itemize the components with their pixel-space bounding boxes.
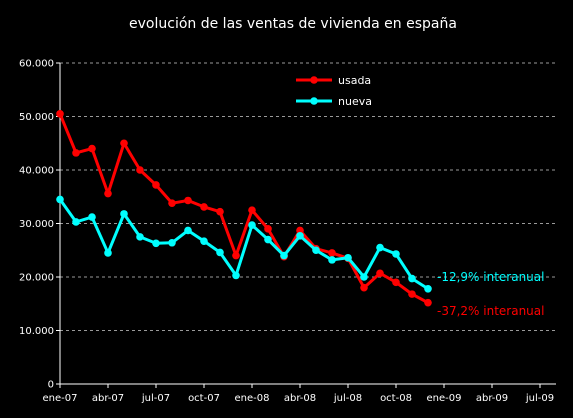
x-tick-label: abr-07 bbox=[92, 393, 124, 404]
x-tick-label: jul-07 bbox=[141, 393, 170, 404]
data-point-usada bbox=[56, 110, 64, 118]
data-point-nueva bbox=[216, 248, 224, 257]
data-point-usada bbox=[88, 144, 96, 153]
data-point-usada bbox=[200, 203, 208, 211]
data-point-usada bbox=[424, 298, 432, 307]
data-point-usada bbox=[152, 181, 160, 189]
data-point-nueva bbox=[168, 238, 176, 247]
data-point-usada bbox=[72, 149, 80, 157]
x-tick-label: oct-07 bbox=[188, 393, 220, 404]
y-tick-label: 30.000 bbox=[19, 219, 54, 230]
x-tick-label: jul-09 bbox=[525, 393, 554, 404]
annotation-usada: -37,2% interanual bbox=[437, 304, 544, 318]
data-point-usada bbox=[360, 283, 368, 292]
x-tick-label: oct-08 bbox=[380, 393, 412, 404]
x-tick-label: ene-07 bbox=[43, 393, 78, 404]
data-point-usada bbox=[376, 269, 384, 278]
data-point-usada bbox=[248, 206, 256, 214]
data-point-nueva bbox=[424, 284, 432, 293]
data-point-nueva bbox=[88, 213, 96, 221]
data-point-usada bbox=[184, 196, 192, 205]
y-axis-ticks: 0 10.000 20.000 30.000 40.000 50.000 60.000 bbox=[19, 59, 60, 391]
data-point-nueva bbox=[360, 273, 368, 281]
data-point-usada bbox=[296, 226, 304, 235]
legend: usada nueva bbox=[296, 74, 372, 108]
annotations: -12,9% interanual -37,2% interanual bbox=[437, 270, 544, 318]
data-point-usada bbox=[168, 199, 176, 207]
data-point-nueva bbox=[120, 210, 128, 218]
data-point-usada bbox=[104, 189, 112, 198]
chart-title: evolución de las ventas de vivienda en e… bbox=[129, 16, 457, 32]
series-nueva bbox=[56, 195, 432, 293]
data-point-nueva bbox=[136, 233, 144, 241]
series-usada bbox=[56, 110, 432, 307]
y-tick-label: 10.000 bbox=[19, 326, 54, 337]
data-point-nueva bbox=[152, 239, 160, 248]
series-line-usada bbox=[58, 113, 429, 305]
data-point-usada bbox=[216, 207, 224, 216]
x-tick-label: abr-08 bbox=[284, 393, 316, 404]
data-point-usada bbox=[120, 139, 128, 148]
data-point-nueva bbox=[280, 251, 288, 260]
grid-lines bbox=[60, 62, 556, 331]
data-point-nueva bbox=[200, 237, 208, 245]
y-tick-label: 40.000 bbox=[19, 166, 54, 177]
data-point-usada bbox=[232, 251, 240, 260]
annotation-nueva: -12,9% interanual bbox=[437, 270, 544, 284]
data-point-nueva bbox=[248, 221, 256, 229]
data-point-usada bbox=[408, 290, 416, 298]
legend-marker bbox=[310, 76, 318, 84]
data-point-nueva bbox=[232, 271, 240, 280]
data-point-nueva bbox=[104, 249, 112, 257]
y-tick-label: 50.000 bbox=[19, 112, 54, 123]
series-group bbox=[56, 110, 432, 307]
data-point-nueva bbox=[72, 218, 80, 226]
data-point-usada bbox=[136, 166, 144, 174]
legend-item-nueva: nueva bbox=[296, 95, 372, 108]
y-tick-label: 20.000 bbox=[19, 273, 54, 284]
data-point-usada bbox=[392, 278, 400, 287]
data-point-nueva bbox=[392, 250, 400, 258]
data-point-nueva bbox=[312, 246, 320, 255]
data-point-nueva bbox=[264, 235, 272, 244]
data-point-nueva bbox=[328, 256, 336, 264]
legend-item-usada: usada bbox=[296, 74, 371, 87]
y-tick-label: 60.000 bbox=[19, 59, 54, 70]
data-point-nueva bbox=[184, 226, 192, 235]
data-point-usada bbox=[264, 225, 272, 233]
data-point-nueva bbox=[376, 243, 384, 252]
x-axis-ticks: ene-07 abr-07 jul-07 oct-07 ene-08 abr-08 jul-… bbox=[43, 384, 554, 404]
x-tick-label: ene-09 bbox=[427, 393, 462, 404]
data-point-nueva bbox=[296, 232, 304, 240]
x-tick-label: jul-08 bbox=[333, 393, 362, 404]
legend-marker bbox=[310, 97, 318, 105]
y-tick-label: 0 bbox=[48, 380, 54, 391]
data-point-usada bbox=[328, 249, 336, 257]
data-point-nueva bbox=[344, 253, 352, 262]
legend-label: nueva bbox=[338, 95, 372, 108]
data-point-nueva bbox=[408, 274, 416, 283]
series-line-nueva bbox=[58, 198, 429, 291]
x-tick-label: abr-09 bbox=[476, 393, 508, 404]
legend-label: usada bbox=[338, 74, 371, 87]
x-tick-label: ene-08 bbox=[235, 393, 270, 404]
data-point-nueva bbox=[56, 195, 64, 204]
